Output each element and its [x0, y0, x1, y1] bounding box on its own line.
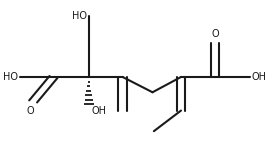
Text: OH: OH: [91, 106, 106, 116]
Text: O: O: [27, 106, 34, 116]
Text: HO: HO: [3, 72, 18, 82]
Text: HO: HO: [72, 11, 87, 21]
Text: O: O: [211, 29, 219, 39]
Text: OH: OH: [252, 72, 267, 82]
